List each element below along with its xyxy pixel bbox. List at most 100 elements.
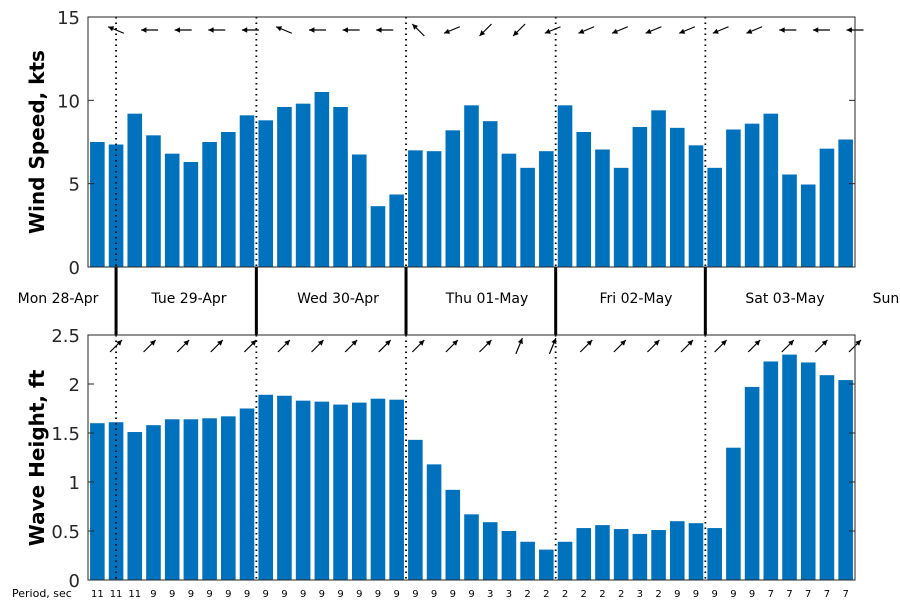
wave-height-direction-arrow: [311, 339, 324, 353]
period-value: 9: [150, 589, 156, 600]
wave-height-bar: [295, 400, 311, 580]
period-value: 7: [805, 589, 811, 600]
wind-speed-bar: [782, 174, 797, 267]
wave-height-bar: [838, 380, 853, 580]
period-value: 9: [169, 589, 175, 600]
period-value: 7: [842, 589, 848, 600]
wind-speed-direction-arrow: [241, 27, 259, 33]
wind-speed-direction-arrow: [443, 26, 460, 34]
day-label: Thu 01-May: [445, 291, 529, 307]
period-value: 3: [506, 589, 512, 600]
period-row-label: Period, sec: [12, 587, 72, 600]
period-value: 3: [487, 589, 493, 600]
wind-speed-direction-arrow: [512, 23, 526, 37]
period-value: 9: [337, 589, 343, 600]
wave-height-bar: [744, 386, 760, 580]
wind-speed-direction-arrow: [645, 26, 662, 34]
wave-height-bar: [595, 525, 610, 580]
period-value: 9: [693, 589, 699, 600]
day-label: Wed 30-Apr: [297, 291, 379, 307]
day-label: Fri 02-May: [600, 291, 673, 307]
period-row: Period, sec 11 11 11 9 9 9 9 9 9 9 9 9 9 9 9 9 9 9 9 9 9 3 3 2 2…: [12, 587, 849, 600]
wave-height-bar: [333, 404, 348, 580]
wave-height-y-tick-label: 2: [69, 375, 80, 396]
wave-height-bar: [651, 530, 666, 580]
wave-height-direction-arrow: [747, 339, 761, 353]
wave-height-direction-arrow: [109, 339, 123, 353]
period-value: 9: [225, 589, 231, 600]
period-value: 2: [562, 589, 568, 600]
wind-speed-direction-arrow: [208, 27, 226, 33]
period-value: 9: [712, 589, 718, 600]
period-value: 9: [300, 589, 306, 600]
wave-height-bar: [501, 531, 517, 580]
wind-speed-bar: [464, 105, 479, 267]
wind-speed-y-tick-label: 5: [69, 175, 80, 196]
wind-speed-bar: [501, 153, 517, 267]
wave-height-axis-label: Wave Height, ft: [25, 369, 49, 546]
wave-height-bar: [520, 541, 535, 580]
wave-height-bar: [576, 528, 592, 580]
wave-height-bar: [258, 394, 274, 580]
wave-height-bar: [669, 521, 685, 580]
wave-height-bar: [408, 439, 423, 580]
period-value: 7: [824, 589, 830, 600]
day-labels: Mon 28-Apr Tue 29-Apr Wed 30-Apr Thu 01-May…: [18, 291, 900, 307]
day-label: Sat 03-May: [745, 291, 824, 307]
day-divider-lines: [114, 17, 707, 580]
wave-height-bar: [613, 529, 629, 580]
wind-speed-direction-arrow: [479, 23, 492, 37]
period-value: 9: [281, 589, 287, 600]
period-value: 3: [637, 589, 643, 600]
wind-speed-y-tick-label: 15: [57, 8, 80, 29]
wind-speed-bar: [258, 120, 274, 267]
wind-speed-y-tick-label: 10: [57, 91, 80, 112]
period-value: 9: [450, 589, 456, 600]
wind-speed-direction-arrow: [275, 26, 293, 34]
wave-height-direction-arrow: [515, 337, 523, 355]
day-label: Sun: [873, 291, 900, 307]
wind-speed-direction-arrow: [544, 26, 561, 34]
wave-height-bar: [370, 398, 386, 580]
wind-speed-bar: [183, 162, 199, 267]
wind-speed-bar: [763, 113, 779, 267]
wave-height-bar: [221, 416, 236, 580]
wind-speed-direction-arrow: [746, 26, 763, 34]
wind-speed-bar: [108, 144, 124, 267]
wind-speed-bar: [221, 132, 236, 267]
wind-speed-bar: [389, 194, 404, 267]
wave-height-direction-arrow: [210, 339, 224, 353]
wave-height-bar: [146, 425, 161, 580]
wind-speed-bar: [445, 130, 461, 267]
wind-speed-direction-arrow: [309, 27, 327, 33]
wave-height-bar: [239, 408, 255, 580]
wave-height-bar: [632, 533, 648, 580]
period-value: 11: [128, 589, 141, 600]
wave-height-bar: [557, 541, 573, 580]
period-value: 9: [206, 589, 212, 600]
wind-speed-direction-arrow: [376, 27, 394, 33]
wave-height-bar: [726, 447, 741, 580]
wave-height-direction-arrow: [613, 339, 627, 353]
wave-height-direction-arrow: [411, 339, 425, 353]
wave-height-bar: [351, 402, 367, 580]
period-value: 9: [749, 589, 755, 600]
wind-speed-bar: [90, 142, 105, 267]
wave-height-bar: [707, 528, 722, 580]
wind-speed-direction-arrow: [578, 26, 595, 34]
period-value: 9: [244, 589, 250, 600]
period-value: 9: [188, 589, 194, 600]
wave-height-bar: [539, 549, 554, 580]
period-value: 2: [581, 589, 587, 600]
wave-height-bar: [90, 423, 105, 580]
wind-speed-bar: [333, 107, 348, 267]
wind-speed-direction-arrow: [342, 27, 360, 33]
wind-speed-y-ticks: 0 5 10 15: [57, 8, 855, 279]
wind-speed-direction-arrow: [174, 27, 192, 33]
wind-speed-bar: [164, 153, 180, 267]
period-value: 9: [674, 589, 680, 600]
wave-height-axes-box: [87, 334, 856, 581]
wave-height-y-tick-label: 2.5: [51, 326, 80, 347]
